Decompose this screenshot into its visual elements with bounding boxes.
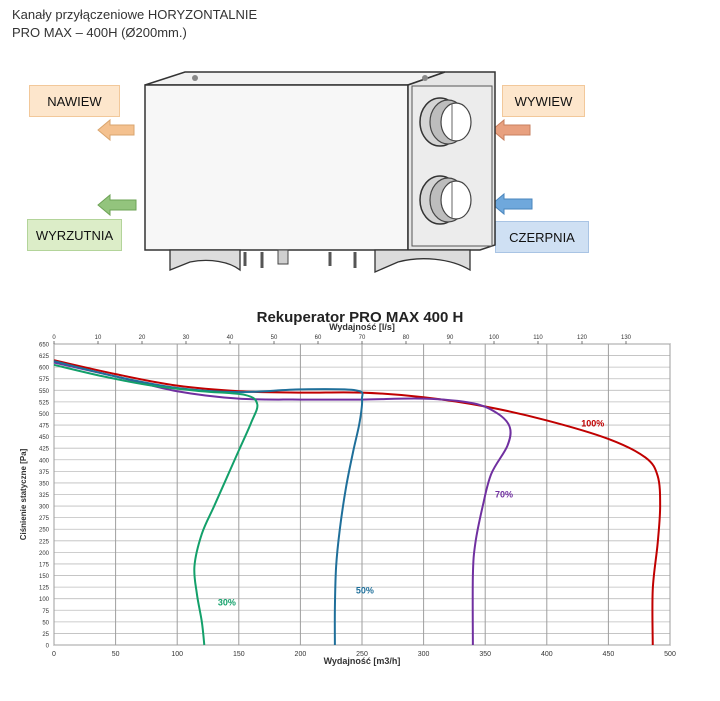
y-tick-label: 25 [42,632,49,638]
x2-tick-label: 40 [227,335,234,341]
x2-tick-label: 60 [315,335,322,341]
x-tick-label: 200 [295,651,307,658]
series-label: 100% [581,418,604,428]
label-wyrzutnia: WYRZUTNIA [27,219,122,251]
x2-tick-label: 100 [489,335,500,341]
y-tick-label: 125 [39,586,50,592]
x-tick-label: 300 [418,651,430,658]
x-axis-label: Wydajność [m3/h] [324,656,401,666]
device-illustration [97,71,533,273]
x2-tick-label: 20 [139,335,146,341]
x2-tick-label: 90 [447,335,454,341]
header-line-2: PRO MAX – 400H (Ø200mm.) [12,25,187,40]
x-tick-label: 350 [479,651,491,658]
series-line [53,361,512,646]
x2-axis-label: Wydajność [l/s] [329,322,395,332]
y-tick-label: 350 [39,481,50,487]
recuperator-unit-icon [144,71,496,273]
x2-tick-label: 10 [95,335,102,341]
y-tick-label: 550 [39,389,50,395]
y-tick-label: 575 [39,377,50,383]
y-tick-label: 225 [39,539,50,545]
y-tick-label: 200 [39,551,50,557]
y-tick-label: 275 [39,516,50,522]
label-wywiew: WYWIEW [502,85,585,117]
y-tick-label: 250 [39,528,50,534]
x2-tick-label: 70 [359,335,366,341]
y-tick-label: 150 [39,574,50,580]
x2-tick-label: 80 [403,335,410,341]
label-nawiew: NAWIEW [29,85,120,117]
y-tick-label: 650 [39,343,50,349]
arrow-wyrzutnia-icon [97,193,137,217]
x-tick-label: 400 [541,651,553,658]
x2-tick-label: 110 [533,335,543,341]
series-line [53,363,259,646]
y-tick-label: 325 [39,493,50,499]
series-label: 30% [218,598,236,608]
series-label: 70% [495,489,513,499]
y-tick-label: 375 [39,470,50,476]
y-tick-label: 525 [39,400,50,406]
chart-title: Rekuperator PRO MAX 400 H [256,309,464,326]
x2-tick-label: 50 [271,335,278,341]
x-tick-label: 50 [112,651,120,658]
x2-tick-label: 130 [621,335,632,341]
y-tick-label: 300 [39,505,50,511]
arrow-wywiew-icon [491,118,531,142]
arrow-nawiew-icon [97,118,135,142]
y-tick-label: 425 [39,447,50,453]
y-tick-label: 50 [42,620,49,626]
x-tick-label: 450 [603,651,615,658]
x2-tick-label: 30 [183,335,190,341]
series-label: 50% [356,586,374,596]
y-tick-label: 450 [39,435,50,441]
series-line [53,359,662,646]
x-tick-label: 100 [171,651,183,658]
x-tick-label: 150 [233,651,245,658]
header-line-1: Kanały przyłączeniowe HORYZONTALNIE [12,7,258,22]
arrow-czerpnia-icon [491,192,533,216]
y-tick-label: 500 [39,412,50,418]
y-tick-label: 75 [42,609,49,615]
x-tick-label: 250 [356,651,368,658]
y-axis-label: Ciśnienie statyczne [Pa] [19,448,28,540]
y-tick-label: 0 [46,644,50,650]
x2-tick-label: 0 [52,335,56,341]
x-tick-label: 500 [664,651,676,658]
y-tick-label: 625 [39,354,50,360]
y-tick-label: 100 [39,597,50,603]
y-tick-label: 600 [39,366,50,372]
x2-tick-label: 120 [577,335,588,341]
y-tick-label: 175 [39,562,50,568]
y-tick-label: 475 [39,424,50,430]
y-tick-label: 400 [39,458,50,464]
x-tick-label: 0 [52,651,56,658]
label-czerpnia: CZERPNIA [495,221,589,253]
